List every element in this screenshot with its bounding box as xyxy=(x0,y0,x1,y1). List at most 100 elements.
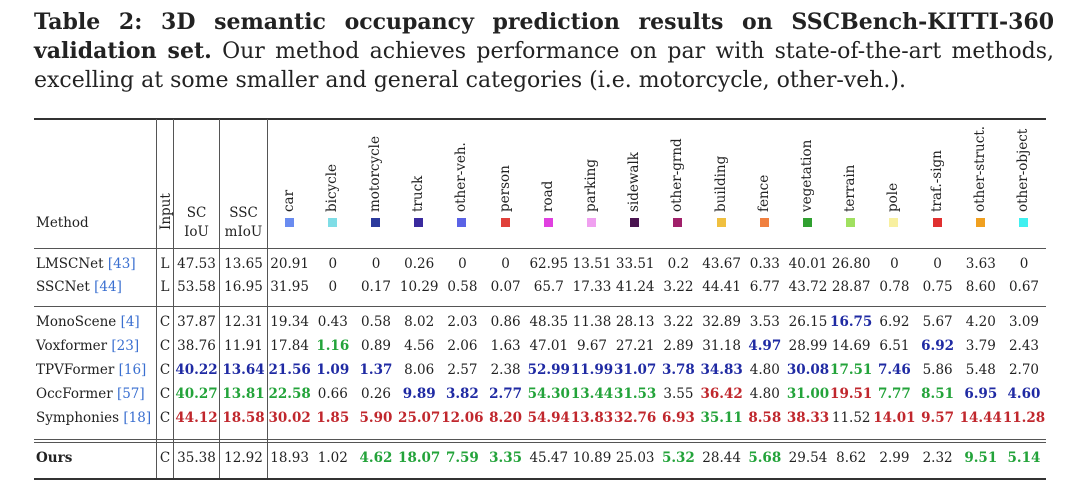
table-cell: 22.58 xyxy=(268,386,311,402)
table-cell: 43.67 xyxy=(702,256,741,272)
table-cell: 8.58 xyxy=(748,410,782,426)
header-ssc-line1: SSC xyxy=(229,205,258,221)
row-method: OccFormer [57] xyxy=(36,386,145,402)
table-cell: 0.33 xyxy=(749,256,780,272)
class-color-swatch xyxy=(630,218,640,227)
citation-link[interactable]: [18] xyxy=(123,410,152,426)
table-cell: 47.53 xyxy=(177,256,216,272)
table-cell: 4.80 xyxy=(749,362,780,378)
header-sc-line2: IoU xyxy=(184,224,209,240)
caption-text: Our method achieves performance on par w… xyxy=(34,39,1054,93)
class-color-swatch xyxy=(327,218,337,227)
table-cell: 13.81 xyxy=(222,386,265,402)
table-bottom-rule xyxy=(34,478,1046,480)
row-method: SSCNet [44] xyxy=(36,279,122,295)
citation-link[interactable]: [16] xyxy=(118,362,147,378)
table-cell: 3.22 xyxy=(663,279,694,295)
table-cell: 5.48 xyxy=(965,362,996,378)
method-name: MonoScene xyxy=(36,314,117,330)
class-header-building: building xyxy=(712,155,729,212)
row-input: L xyxy=(160,256,170,272)
class-color-swatch xyxy=(500,218,510,227)
table-cell: 62.95 xyxy=(529,256,569,272)
table-cell: 2.03 xyxy=(447,314,478,330)
table-cell: 9.67 xyxy=(576,338,608,354)
method-name: Symphonies xyxy=(36,410,120,426)
header-ssc-line2: mIoU xyxy=(224,224,263,240)
table-cell: 35.38 xyxy=(177,450,216,466)
table-cell: 31.53 xyxy=(614,386,657,402)
table-cell: 21.56 xyxy=(268,362,311,378)
table-cell: 47.01 xyxy=(529,338,569,354)
table-cell: 0.67 xyxy=(1008,279,1040,295)
class-color-swatch xyxy=(932,218,942,227)
table-cell: 40.01 xyxy=(788,256,828,272)
table-cell: 3.78 xyxy=(661,362,695,378)
class-header-parking: parking xyxy=(583,159,599,212)
table-cell: 2.89 xyxy=(663,338,694,354)
table-cell: 35.11 xyxy=(700,410,743,426)
table-cell: 13.44 xyxy=(570,386,614,402)
table-cell: 54.94 xyxy=(527,410,570,426)
class-header-traf-sign: traf.-sign xyxy=(928,150,945,212)
class-color-swatch xyxy=(543,218,553,227)
table-cell: 6.92 xyxy=(879,314,910,330)
class-color-swatch xyxy=(673,218,683,227)
table-cell: 5.90 xyxy=(359,410,393,426)
table-cell: 0 xyxy=(933,256,942,272)
table-cell: 6.51 xyxy=(879,338,910,354)
table-caption: Table 2: 3D semantic occupancy predictio… xyxy=(34,8,1054,95)
citation-link[interactable]: [4] xyxy=(120,314,140,330)
table-cell: 37.87 xyxy=(177,314,216,330)
table-cell: 44.12 xyxy=(175,410,218,426)
table-cell: 9.89 xyxy=(402,386,436,402)
table-cell: 32.89 xyxy=(702,314,741,330)
class-header-pole: pole xyxy=(885,182,902,212)
method-name: LMSCNet xyxy=(36,256,104,272)
table-cell: 28.99 xyxy=(788,338,828,354)
table-cell: 13.65 xyxy=(224,256,263,272)
row-method: Ours xyxy=(36,450,72,466)
table-cell: 53.58 xyxy=(177,279,216,295)
table-cell: 13.83 xyxy=(570,410,614,426)
class-color-swatch xyxy=(803,218,812,227)
table-cell: 30.02 xyxy=(268,410,311,426)
table-cell: 34.83 xyxy=(700,362,743,378)
table-cell: 30.08 xyxy=(786,362,830,378)
citation-link[interactable]: [57] xyxy=(116,386,145,402)
citation-link[interactable]: [44] xyxy=(94,279,122,295)
table-cell: 12.92 xyxy=(224,450,263,466)
row-input: C xyxy=(159,450,171,466)
table-cell: 31.00 xyxy=(786,386,830,402)
table-cell: 17.84 xyxy=(270,338,309,354)
class-header-sidewalk: sidewalk xyxy=(626,152,643,212)
table-cell: 29.54 xyxy=(788,450,828,466)
citation-link[interactable]: [43] xyxy=(107,256,136,272)
table-cell: 25.03 xyxy=(615,450,655,466)
header-rule xyxy=(34,248,1046,249)
class-color-swatch xyxy=(414,218,424,227)
table-cell: 54.30 xyxy=(527,386,570,402)
table-cell: 13.64 xyxy=(222,362,265,378)
table-cell: 14.69 xyxy=(831,338,871,354)
class-color-swatch xyxy=(1019,218,1028,227)
class-color-swatch xyxy=(889,218,899,227)
table-cell: 0.26 xyxy=(404,256,435,272)
citation-link[interactable]: [23] xyxy=(111,338,140,354)
class-header-motorcycle: motorcycle xyxy=(367,136,383,212)
table-cell: 45.47 xyxy=(529,450,569,466)
vline-method xyxy=(156,119,157,478)
table-cell: 3.82 xyxy=(445,386,479,402)
table-cell: 38.33 xyxy=(786,410,830,426)
table-cell: 9.51 xyxy=(964,450,998,466)
row-method: MonoScene [4] xyxy=(36,314,140,330)
table-cell: 0 xyxy=(458,256,467,272)
table-cell: 5.86 xyxy=(922,362,953,378)
table-cell: 17.33 xyxy=(572,279,612,295)
table-cell: 33.51 xyxy=(615,256,655,272)
table-top-rule xyxy=(34,118,1046,120)
table-cell: 1.85 xyxy=(316,410,350,426)
table-cell: 2.57 xyxy=(447,362,478,378)
table-cell: 38.76 xyxy=(177,338,216,354)
table-cell: 26.80 xyxy=(831,256,871,272)
